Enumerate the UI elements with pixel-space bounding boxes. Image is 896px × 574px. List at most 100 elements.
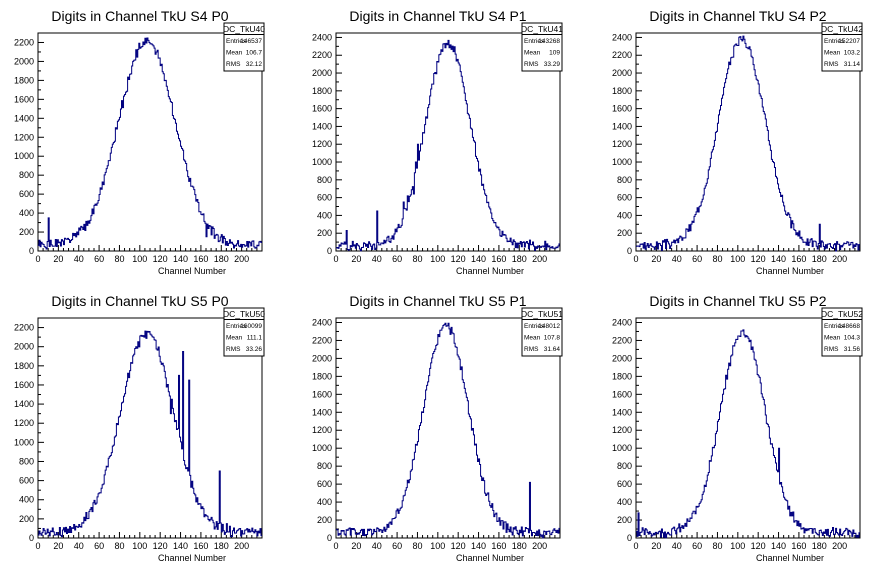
- histogram-panel-1: Digits in Channel TkU S4 P1 0 20 40 60 80 100 1…: [312, 8, 563, 276]
- y-tick-label: 2200: [612, 50, 632, 60]
- stats-value: 146537: [240, 38, 262, 45]
- histogram-panel-2: Digits in Channel TkU S4 P2 0 20 40 60 80 100 1…: [612, 8, 863, 276]
- stats-value: 107.8: [544, 335, 561, 342]
- x-tick-label: 100: [730, 254, 745, 264]
- x-tick-label: 140: [471, 254, 486, 264]
- stats-name: DC_TkU41: [521, 24, 563, 34]
- y-tick-label: 400: [317, 497, 332, 507]
- x-tick-label: 0: [333, 541, 338, 551]
- stats-box-frame: [223, 22, 265, 72]
- y-tick-label: 2200: [312, 50, 332, 60]
- x-tick-label: 80: [712, 254, 722, 264]
- stats-value: 109: [549, 50, 560, 57]
- y-tick-label: 200: [617, 228, 632, 238]
- y-tick-label: 0: [627, 533, 632, 543]
- stats-label: RMS: [824, 61, 839, 68]
- y-tick-label: 0: [327, 533, 332, 543]
- x-axis-label: Channel Number: [456, 553, 524, 563]
- y-tick-label: 0: [29, 533, 34, 543]
- y-tick-label: 1800: [14, 361, 34, 371]
- y-tick-label: 1200: [312, 139, 332, 149]
- y-tick-label: 1800: [14, 75, 34, 85]
- x-tick-label: 20: [351, 541, 361, 551]
- y-tick-label: 2400: [612, 32, 632, 42]
- y-tick-label: 1000: [612, 443, 632, 453]
- stats-value: 31.56: [844, 346, 861, 353]
- x-tick-label: 140: [173, 254, 188, 264]
- y-tick-label: 1600: [312, 104, 332, 114]
- x-tick-label: 40: [372, 254, 382, 264]
- y-tick-label: 2400: [612, 317, 632, 327]
- x-tick-label: 60: [392, 254, 402, 264]
- y-tick-label: 400: [317, 210, 332, 220]
- x-tick-label: 80: [712, 541, 722, 551]
- x-tick-label: 20: [53, 254, 63, 264]
- y-tick-label: 0: [29, 246, 34, 256]
- stats-value: 143268: [538, 38, 560, 45]
- y-tick-label: 1400: [312, 121, 332, 131]
- x-axis-label: Channel Number: [158, 266, 226, 276]
- x-tick-label: 80: [114, 254, 124, 264]
- stats-name: DC_TkU51: [521, 309, 563, 319]
- y-tick-label: 800: [317, 461, 332, 471]
- x-tick-label: 100: [132, 541, 147, 551]
- y-tick-label: 600: [617, 193, 632, 203]
- stats-box-frame: [521, 22, 563, 72]
- x-tick-label: 200: [234, 541, 249, 551]
- x-tick-label: 100: [430, 254, 445, 264]
- x-tick-label: 160: [491, 254, 506, 264]
- plot-title: Digits in Channel TkU S4 P2: [649, 8, 826, 24]
- stats-value: 160099: [240, 323, 262, 330]
- x-tick-label: 160: [193, 254, 208, 264]
- y-tick-label: 1800: [312, 86, 332, 96]
- stats-value: 33.26: [246, 346, 263, 353]
- x-tick-label: 40: [372, 541, 382, 551]
- x-tick-label: 200: [234, 254, 249, 264]
- y-tick-label: 1800: [612, 371, 632, 381]
- x-tick-label: 20: [351, 254, 361, 264]
- y-tick-label: 1400: [612, 121, 632, 131]
- y-tick-label: 1200: [612, 425, 632, 435]
- stats-label: Mean: [824, 50, 841, 57]
- y-tick-label: 2400: [312, 32, 332, 42]
- x-tick-label: 180: [214, 254, 229, 264]
- y-tick-label: 1200: [612, 139, 632, 149]
- stats-name: DC_TkU52: [821, 309, 863, 319]
- stats-value: 103.2: [844, 50, 861, 57]
- x-tick-label: 60: [94, 541, 104, 551]
- x-tick-label: 0: [35, 254, 40, 264]
- y-tick-label: 2000: [312, 68, 332, 78]
- stats-label: Mean: [524, 50, 541, 57]
- x-tick-label: 40: [74, 541, 84, 551]
- stats-label: Mean: [226, 50, 243, 57]
- x-tick-label: 120: [451, 254, 466, 264]
- stats-label: Mean: [226, 335, 243, 342]
- x-tick-label: 120: [751, 254, 766, 264]
- x-tick-label: 180: [214, 541, 229, 551]
- stats-box-frame: [521, 307, 563, 357]
- x-tick-label: 200: [832, 541, 847, 551]
- x-tick-label: 40: [672, 254, 682, 264]
- x-tick-label: 140: [771, 254, 786, 264]
- histogram-series: [336, 322, 560, 539]
- stats-label: RMS: [226, 346, 241, 353]
- y-tick-label: 1600: [612, 104, 632, 114]
- y-tick-label: 2200: [14, 37, 34, 47]
- x-tick-label: 120: [751, 541, 766, 551]
- x-axis-label: Channel Number: [756, 553, 824, 563]
- histogram-series: [636, 35, 860, 252]
- stats-name: DC_TkU42: [821, 24, 863, 34]
- stats-name: DC_TkU50: [223, 309, 265, 319]
- y-tick-label: 800: [19, 456, 34, 466]
- y-tick-label: 1400: [612, 407, 632, 417]
- x-tick-label: 60: [692, 254, 702, 264]
- y-tick-label: 600: [317, 193, 332, 203]
- y-tick-label: 2000: [612, 353, 632, 363]
- stats-value: 148668: [838, 323, 860, 330]
- y-tick-label: 1000: [612, 157, 632, 167]
- y-tick-label: 600: [317, 479, 332, 489]
- y-tick-label: 0: [327, 246, 332, 256]
- histogram-series: [336, 39, 560, 252]
